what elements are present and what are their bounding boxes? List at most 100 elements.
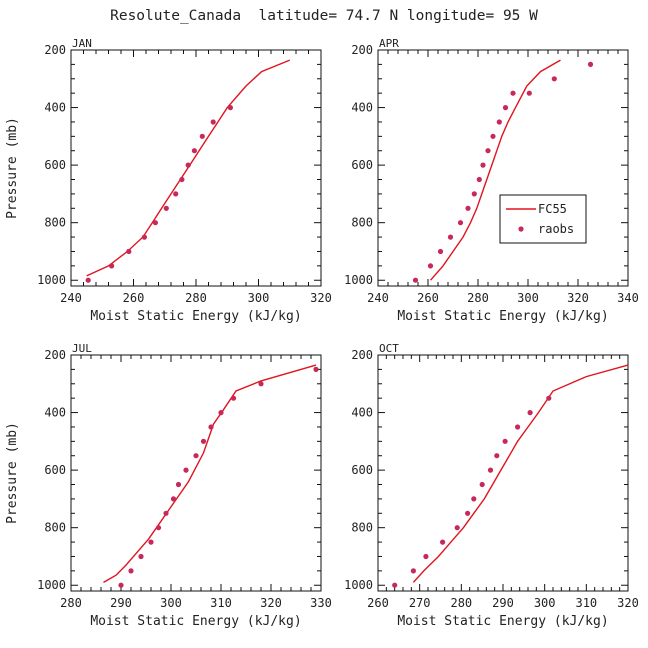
y-tick-label: 200 (44, 348, 66, 362)
panel-apr: APR 240 260 280 300 320 340 200 400 600 800 1000 Moi… (344, 37, 639, 324)
x-axis-label: Moist Static Energy (kJ/kg) (90, 309, 301, 324)
obs-point (109, 263, 115, 269)
y-tick-label: 1000 (344, 578, 373, 592)
x-tick-label: 290 (492, 596, 514, 610)
obs-point (546, 395, 552, 401)
x-tick-label: 280 (467, 291, 489, 305)
obs-point (527, 410, 533, 416)
panel-label: OCT (379, 342, 399, 355)
plot-frame (70, 354, 322, 592)
obs-point (152, 220, 158, 226)
y-tick-label: 800 (44, 521, 66, 535)
series-line-fc55 (86, 59, 291, 277)
obs-point (471, 496, 477, 502)
obs-point (258, 381, 264, 387)
obs-point (199, 133, 205, 139)
x-tick-label: 320 (260, 596, 282, 610)
x-axis-label: Moist Static Energy (kJ/kg) (397, 309, 608, 324)
obs-point (85, 277, 91, 283)
x-tick-label: 270 (409, 596, 431, 610)
plot-frame (70, 49, 322, 287)
obs-point (170, 496, 177, 502)
panel-label: JAN (72, 37, 92, 50)
obs-point (457, 220, 464, 226)
obs-point (502, 105, 509, 111)
obs-point (496, 119, 502, 125)
obs-point (230, 395, 237, 401)
x-tick-label: 280 (450, 596, 472, 610)
x-tick-label: 260 (123, 291, 145, 305)
obs-point (218, 410, 224, 416)
obs-point (465, 510, 471, 516)
obs-point (208, 424, 214, 430)
obs-point (471, 191, 477, 197)
y-tick-label: 600 (351, 158, 373, 172)
series-line-fc55 (412, 364, 629, 583)
y-tick-label: 400 (44, 406, 66, 420)
obs-point (148, 539, 154, 545)
obs-point (173, 191, 179, 197)
x-tick-label: 290 (110, 596, 132, 610)
obs-point (480, 162, 486, 168)
y-tick-label: 400 (351, 406, 373, 420)
obs-point (138, 553, 144, 560)
x-tick-label: 300 (248, 291, 270, 305)
y-tick-label: 800 (44, 216, 66, 230)
obs-point (163, 205, 169, 211)
obs-point (410, 568, 416, 574)
x-tick-label: 340 (617, 291, 639, 305)
x-tick-label: 310 (210, 596, 232, 610)
obs-point (437, 248, 444, 255)
series-line-fc55 (103, 364, 317, 584)
y-axis-label: Pressure (mb) (5, 117, 20, 219)
y-tick-label: 1000 (37, 578, 66, 592)
panel-jul: JUL 280 290 300 310 320 330 200 400 600 800 1000 Moi… (5, 342, 332, 629)
panel-jan: JAN 240 260 280 300 320 200 400 600 800 1000 Moist … (5, 37, 332, 324)
legend-box (499, 194, 587, 244)
obs-point (490, 133, 496, 139)
y-tick-label: 400 (44, 101, 66, 115)
obs-point (587, 61, 594, 67)
y-tick-label: 600 (351, 463, 373, 477)
x-tick-label: 280 (185, 291, 207, 305)
obs-point (163, 510, 169, 516)
obs-point (454, 525, 460, 531)
obs-point (510, 90, 516, 96)
x-tick-label: 300 (160, 596, 182, 610)
obs-point (185, 162, 191, 168)
obs-point (485, 148, 491, 154)
obs-point (487, 467, 494, 473)
x-tick-label: 320 (617, 596, 639, 610)
y-tick-label: 1000 (344, 273, 373, 287)
legend: FC55 raobs (499, 194, 587, 244)
y-axis-label: Pressure (mb) (5, 422, 20, 524)
y-tick-label: 1000 (37, 273, 66, 287)
x-axis-label: Moist Static Energy (kJ/kg) (397, 614, 608, 629)
obs-point (141, 234, 147, 240)
y-tick-label: 800 (351, 521, 373, 535)
obs-point (179, 176, 185, 183)
obs-point (423, 553, 429, 560)
obs-point (193, 453, 199, 459)
obs-point (227, 105, 233, 111)
obs-point (440, 539, 446, 545)
obs-point (313, 366, 319, 372)
obs-point (175, 481, 182, 488)
y-tick-label: 200 (351, 348, 373, 362)
obs-point (479, 481, 485, 488)
figure-title: Resolute_Canada latitude= 74.7 N longitu… (110, 8, 538, 24)
obs-point (128, 568, 134, 574)
obs-point (515, 424, 521, 430)
y-tick-label: 400 (351, 101, 373, 115)
legend-marker-swatch (518, 226, 524, 232)
plot-frame (377, 49, 629, 287)
obs-point (427, 263, 434, 269)
obs-point (412, 277, 419, 283)
obs-point (183, 467, 189, 473)
x-tick-label: 260 (367, 596, 389, 610)
legend-label-raobs: raobs (538, 222, 574, 236)
x-tick-label: 330 (310, 596, 332, 610)
y-tick-label: 200 (351, 43, 373, 57)
